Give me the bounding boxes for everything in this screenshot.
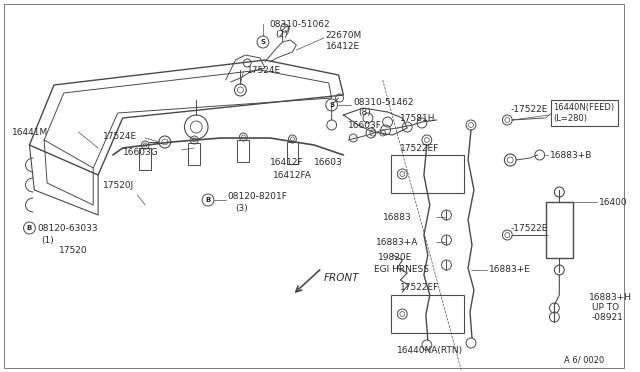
Text: 16441M: 16441M	[12, 128, 48, 137]
Bar	[287, 142, 298, 164]
Text: 16883+B: 16883+B	[550, 151, 592, 160]
Text: 16883: 16883	[383, 212, 412, 221]
Text: 08120-63033: 08120-63033	[37, 224, 98, 232]
Bar	[390, 295, 464, 333]
Bar	[390, 155, 464, 193]
Text: UP TO: UP TO	[592, 304, 619, 312]
Text: A 6/ 0020: A 6/ 0020	[564, 356, 604, 365]
Text: 17581H: 17581H	[401, 113, 436, 122]
Text: 16603F: 16603F	[348, 121, 382, 129]
Text: -17522E: -17522E	[510, 224, 548, 232]
Text: FRONT: FRONT	[324, 273, 359, 283]
Text: -08921: -08921	[592, 314, 623, 323]
Text: 16883+E: 16883+E	[489, 266, 531, 275]
Text: 22670M: 22670M	[326, 31, 362, 39]
Text: 17524E: 17524E	[247, 65, 282, 74]
Text: 16412F: 16412F	[270, 157, 303, 167]
Text: S: S	[260, 39, 266, 45]
Text: (L=280): (L=280)	[554, 113, 588, 122]
Bar	[140, 148, 151, 170]
Bar	[552, 100, 618, 126]
Text: 16440NA(RTN): 16440NA(RTN)	[397, 346, 463, 355]
Text: 16883+A: 16883+A	[376, 237, 418, 247]
Bar	[188, 143, 200, 165]
Text: B: B	[27, 225, 32, 231]
Text: (1): (1)	[41, 235, 54, 244]
Text: 17520J: 17520J	[103, 180, 134, 189]
Text: 16440N(FEED): 16440N(FEED)	[554, 103, 614, 112]
Text: 16412FA: 16412FA	[273, 170, 312, 180]
Text: 16400: 16400	[598, 198, 627, 206]
Text: 17522EF: 17522EF	[401, 283, 440, 292]
Text: 16883+H: 16883+H	[589, 294, 632, 302]
Text: (3): (3)	[236, 203, 248, 212]
Text: 08310-51062: 08310-51062	[270, 19, 330, 29]
Text: 16412E: 16412E	[326, 42, 360, 51]
Text: -17522E: -17522E	[510, 105, 548, 113]
Text: 08120-8201F: 08120-8201F	[228, 192, 287, 201]
Text: 08310-51462: 08310-51462	[353, 97, 413, 106]
Bar	[545, 202, 573, 258]
Text: 16603: 16603	[314, 157, 343, 167]
Text: EGI HRNESS: EGI HRNESS	[374, 266, 429, 275]
Text: 17524E: 17524E	[103, 131, 137, 141]
Text: (8): (8)	[358, 108, 371, 116]
Bar	[237, 140, 249, 162]
Text: 16603G: 16603G	[123, 148, 159, 157]
Text: 19820E: 19820E	[378, 253, 412, 263]
Text: S: S	[329, 102, 334, 108]
Text: B: B	[205, 197, 211, 203]
Text: 17522EF: 17522EF	[401, 144, 440, 153]
Text: 17520: 17520	[59, 246, 88, 254]
Text: (2): (2)	[275, 29, 287, 38]
